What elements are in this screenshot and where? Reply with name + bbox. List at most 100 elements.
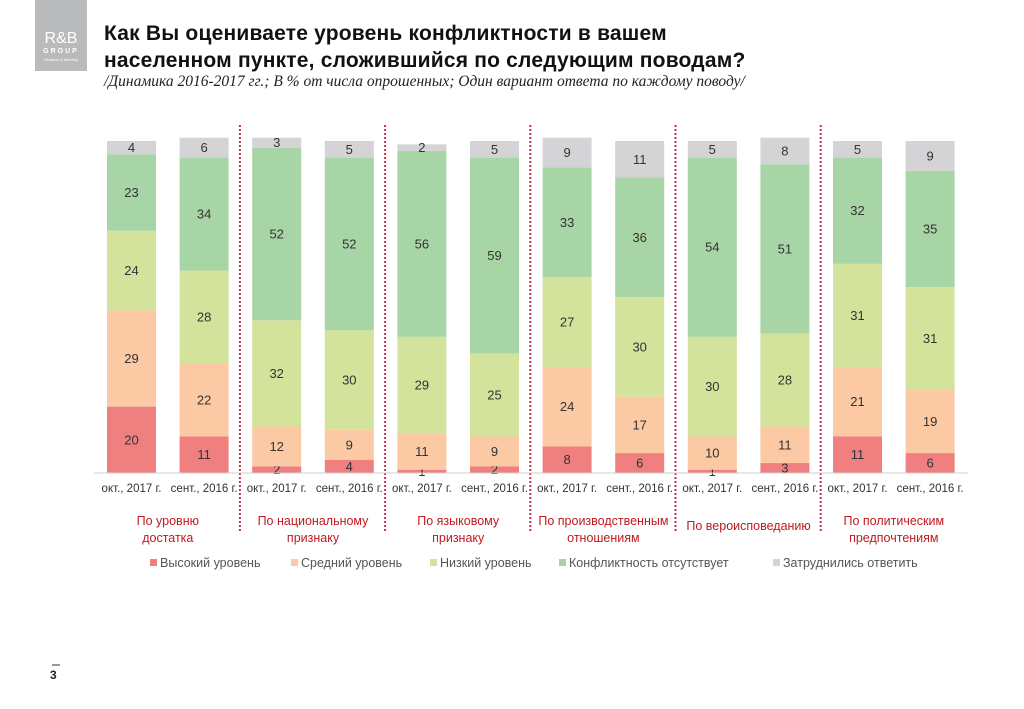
bar-segment <box>542 277 592 367</box>
bar-segment <box>687 336 737 437</box>
bar-segment <box>397 469 447 473</box>
bar-segment <box>760 164 810 334</box>
data-label: 5 <box>709 142 716 157</box>
data-label: 27 <box>560 314 574 329</box>
data-label: 9 <box>926 148 933 163</box>
x-tick-label: окт., 2017 г. <box>682 483 742 495</box>
bar-segment <box>470 353 519 437</box>
bar-segment <box>615 396 665 454</box>
data-label: 52 <box>342 236 356 251</box>
x-tick-label: сент., 2016 г. <box>751 483 818 495</box>
legend-label: Средний уровень <box>301 556 402 570</box>
data-label: 20 <box>124 432 138 447</box>
bar-segment <box>397 336 447 434</box>
bar-segment <box>905 287 955 390</box>
data-label: 10 <box>705 446 719 461</box>
group-label: По производственным <box>538 514 668 528</box>
data-label: 30 <box>632 339 646 354</box>
bar-segment <box>615 177 665 298</box>
bar-segment <box>905 390 955 454</box>
data-label: 28 <box>197 309 211 324</box>
x-tick-labels: окт., 2017 г. сент., 2016 г. окт., 2017 г.… <box>102 483 964 495</box>
bar-segment <box>470 436 519 467</box>
legend-swatch <box>559 559 566 566</box>
group-label: По национальному <box>258 514 370 528</box>
bar-segment <box>179 363 229 437</box>
bar-segment <box>252 320 302 427</box>
bar-stack: 6 17 30 36 11 <box>615 141 665 473</box>
data-label: 2 <box>273 462 280 477</box>
legend-item: Затруднились ответить <box>773 556 918 570</box>
bar-segment <box>252 147 302 321</box>
data-label: 36 <box>632 230 646 245</box>
bar-stack: 2 9 25 59 5 <box>470 141 519 477</box>
bar-stack: 6 19 31 35 9 <box>905 141 955 473</box>
data-label: 8 <box>781 143 788 158</box>
data-label: 56 <box>415 236 429 251</box>
page-title: Как Вы оцениваете уровень конфликтности … <box>104 20 745 74</box>
bar-segment <box>542 167 592 278</box>
bar-segment <box>397 150 447 337</box>
bar-segment <box>542 446 592 473</box>
group-label: отношениям <box>567 531 640 545</box>
x-tick-label: окт., 2017 г. <box>828 483 888 495</box>
data-label: 2 <box>491 462 498 477</box>
bar-segment <box>687 469 737 473</box>
legend-label: Низкий уровень <box>440 556 532 570</box>
x-tick-label: сент., 2016 г. <box>461 483 528 495</box>
bar-segment <box>397 144 447 151</box>
group-label: признаку <box>287 531 340 545</box>
x-tick-label: окт., 2017 г. <box>392 483 452 495</box>
data-label: 11 <box>415 444 429 459</box>
bar-segment <box>397 433 447 470</box>
data-label: 29 <box>415 378 429 393</box>
data-label: 32 <box>850 203 864 218</box>
bar-stack: 11 22 28 34 6 <box>179 137 229 473</box>
bar-stack: 3 11 28 51 8 <box>760 137 810 476</box>
data-label: 11 <box>851 447 865 462</box>
legend-item: Высокий уровень <box>150 556 260 570</box>
data-label: 4 <box>346 459 353 474</box>
bar-segment <box>470 466 519 473</box>
data-label: 6 <box>200 140 207 155</box>
bar-segment <box>760 426 810 464</box>
data-label: 5 <box>854 142 861 157</box>
bar-segment <box>107 154 156 231</box>
bar-stack: 20 29 24 23 4 <box>107 140 156 473</box>
bar-segment <box>324 459 374 473</box>
bar-segment <box>252 137 302 148</box>
data-label: 9 <box>491 444 498 459</box>
data-label: 2 <box>418 140 425 155</box>
bar-segment <box>324 429 374 460</box>
bar-segment <box>833 436 882 473</box>
legend-swatch <box>150 559 157 566</box>
legend-item: Конфликтность отсутствует <box>559 556 729 570</box>
x-tick-label: сент., 2016 г. <box>897 483 964 495</box>
group-label: По политическим <box>843 514 944 528</box>
bar-segment <box>542 137 592 168</box>
data-label: 8 <box>563 452 570 467</box>
data-label: 11 <box>633 152 647 167</box>
data-label: 4 <box>128 140 135 155</box>
bar-segment <box>833 366 882 437</box>
x-tick-label: сент., 2016 г. <box>316 483 383 495</box>
logo-tagline: Research & Branding <box>44 58 78 62</box>
bar-segment <box>760 333 810 427</box>
data-label: 33 <box>560 215 574 230</box>
x-tick-label: сент., 2016 г. <box>171 483 238 495</box>
data-label: 28 <box>778 373 792 388</box>
group-labels: По уровню достатка По национальному признак… <box>137 514 944 545</box>
legend-swatch <box>291 559 298 566</box>
bar-segment <box>687 157 737 337</box>
bar-segment <box>687 436 737 470</box>
data-label: 51 <box>778 241 792 256</box>
data-label: 34 <box>197 207 211 222</box>
group-label: По уровню <box>137 514 199 528</box>
group-label: достатка <box>142 531 193 545</box>
data-label: 23 <box>124 185 138 200</box>
logo-mark: R&B <box>44 30 78 47</box>
bars-layer: 2029242341122283462123252349305251112956… <box>107 135 955 479</box>
logo-group: GROUP <box>43 48 79 55</box>
bar-segment <box>760 463 810 473</box>
